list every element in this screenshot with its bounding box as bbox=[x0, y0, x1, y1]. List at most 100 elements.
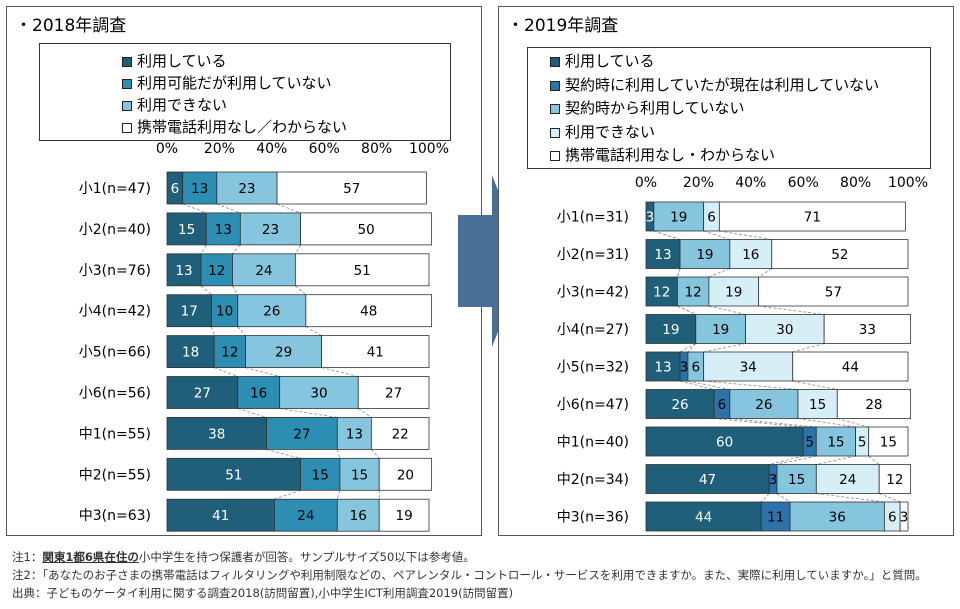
connector-line bbox=[703, 230, 730, 240]
legend-swatch bbox=[122, 123, 132, 133]
connector-line bbox=[245, 367, 280, 377]
category-label: 小4(n=27) bbox=[557, 322, 629, 338]
legend-swatch bbox=[550, 104, 560, 114]
note-2: 注2：「あなたのお子さまの携帯電話はフィルタリングや利用制限などの、ペアレンタル… bbox=[12, 568, 927, 582]
connector-line bbox=[336, 449, 341, 459]
connector-line bbox=[295, 244, 301, 255]
data-label: 34 bbox=[740, 360, 757, 376]
note-1-prefix: 注1： bbox=[12, 550, 43, 564]
connector-line bbox=[679, 380, 715, 390]
connector-line bbox=[816, 493, 885, 503]
connector-line bbox=[336, 490, 341, 500]
connector-line bbox=[305, 326, 322, 336]
data-label: 33 bbox=[859, 322, 876, 338]
data-label: 19 bbox=[725, 285, 742, 301]
data-label: 10 bbox=[216, 304, 233, 320]
connector-line bbox=[879, 493, 901, 503]
data-label: 20 bbox=[397, 467, 414, 483]
bar-segment bbox=[758, 276, 909, 307]
connector-line bbox=[200, 285, 212, 296]
bar-segment bbox=[703, 351, 794, 382]
data-label: 12 bbox=[208, 263, 225, 279]
bar-segment bbox=[166, 253, 202, 287]
data-label: 16 bbox=[742, 247, 759, 263]
data-label: 41 bbox=[367, 345, 384, 361]
legend-label: 携帯電話利用なし／わからない bbox=[137, 118, 348, 136]
bar-segment bbox=[645, 389, 715, 419]
category-label: 小5(n=66) bbox=[79, 345, 151, 361]
connector-line bbox=[216, 203, 241, 214]
chart-panel-2019: ・2019年調査 利用している 契約時に利用していたが現在は利用していない 契約… bbox=[498, 6, 954, 536]
x-tick-label: 0% bbox=[156, 141, 178, 157]
connector-line bbox=[729, 418, 817, 428]
bar-segment bbox=[237, 376, 281, 409]
bar-segment bbox=[216, 171, 278, 205]
data-label: 19 bbox=[670, 210, 687, 226]
category-label: 小5(n=32) bbox=[557, 360, 629, 376]
data-label: 6 bbox=[171, 181, 180, 197]
connector-line bbox=[677, 305, 696, 315]
legend-swatch bbox=[550, 57, 560, 67]
stacked-bar-chart-2019: 0% 20% 40% 60% 80% 100% 3 19 6 71 13 19 16 52 12 12 19 57… bbox=[557, 175, 928, 532]
data-label: 24 bbox=[839, 472, 856, 488]
category-label: 中3(n=36) bbox=[557, 510, 629, 526]
connector-line bbox=[687, 343, 697, 353]
category-label: 小3(n=42) bbox=[557, 285, 629, 301]
category-label: 小2(n=31) bbox=[557, 247, 629, 263]
connector-line bbox=[703, 380, 798, 390]
note-1: 注1：関東1都6県在住の小中学生を持つ保護者が回答。サンプルサイズ50以下は参考… bbox=[12, 548, 927, 566]
legend-item: 利用可能だが利用していない bbox=[122, 72, 450, 94]
bar-segment bbox=[645, 314, 697, 344]
connector-line bbox=[792, 343, 825, 353]
data-label: 38 bbox=[208, 426, 225, 442]
legend-label: 携帯電話利用なし・わからない bbox=[565, 146, 776, 164]
x-tick-label: 100% bbox=[409, 141, 449, 157]
bar-segment bbox=[815, 426, 856, 457]
connector-line bbox=[758, 305, 825, 315]
category-label: 中1(n=55) bbox=[79, 426, 151, 442]
bar-segment bbox=[378, 457, 433, 491]
data-label: 44 bbox=[695, 510, 712, 526]
connector-line bbox=[653, 230, 681, 240]
connector-line bbox=[653, 230, 681, 240]
data-label: 15 bbox=[178, 222, 195, 238]
bar-segment bbox=[279, 376, 359, 409]
legend-item: 利用している bbox=[122, 50, 450, 72]
connector-line bbox=[776, 493, 791, 503]
category-label: 小2(n=40) bbox=[79, 222, 151, 238]
legend-item: 利用できない bbox=[122, 94, 450, 116]
legend-swatch bbox=[550, 127, 560, 138]
category-label: 小3(n=76) bbox=[79, 263, 151, 279]
legend-item: 利用できない bbox=[550, 121, 930, 145]
connector-line bbox=[769, 455, 804, 465]
connector-line bbox=[276, 203, 301, 214]
category-label: 中1(n=40) bbox=[557, 435, 629, 451]
connector-line bbox=[232, 244, 241, 255]
bar-segment bbox=[232, 253, 296, 287]
legend-swatch bbox=[122, 79, 132, 89]
x-tick-label: 40% bbox=[256, 141, 287, 157]
data-label: 15 bbox=[809, 397, 826, 413]
stacked-bar-chart-2018: 0% 20% 40% 60% 80% 100% 6 13 23 57 15 13 23 50 13 12 24 5… bbox=[79, 141, 449, 532]
x-tick-label: 80% bbox=[840, 175, 871, 191]
x-tick-label: 20% bbox=[683, 175, 714, 191]
connector-line bbox=[279, 408, 338, 418]
data-label: 3 bbox=[680, 360, 689, 376]
data-label: 12 bbox=[886, 472, 903, 488]
connector-line bbox=[200, 244, 207, 255]
bar-segment bbox=[300, 457, 341, 491]
connector-line bbox=[321, 367, 359, 377]
data-label: 13 bbox=[215, 222, 232, 238]
data-label: 3 bbox=[769, 472, 778, 488]
bar-segment bbox=[645, 426, 804, 457]
data-label: 51 bbox=[225, 467, 242, 483]
connector-line bbox=[758, 268, 772, 278]
legend-item: 携帯電話利用なし・わからない bbox=[550, 144, 930, 168]
bar-segment bbox=[823, 314, 912, 344]
bar-segment bbox=[745, 314, 825, 344]
category-label: 小1(n=47) bbox=[79, 181, 151, 197]
data-label: 6 bbox=[691, 360, 700, 376]
data-label: 6 bbox=[718, 397, 727, 413]
legend-label: 契約時に利用していたが現在は利用していない bbox=[565, 75, 880, 94]
